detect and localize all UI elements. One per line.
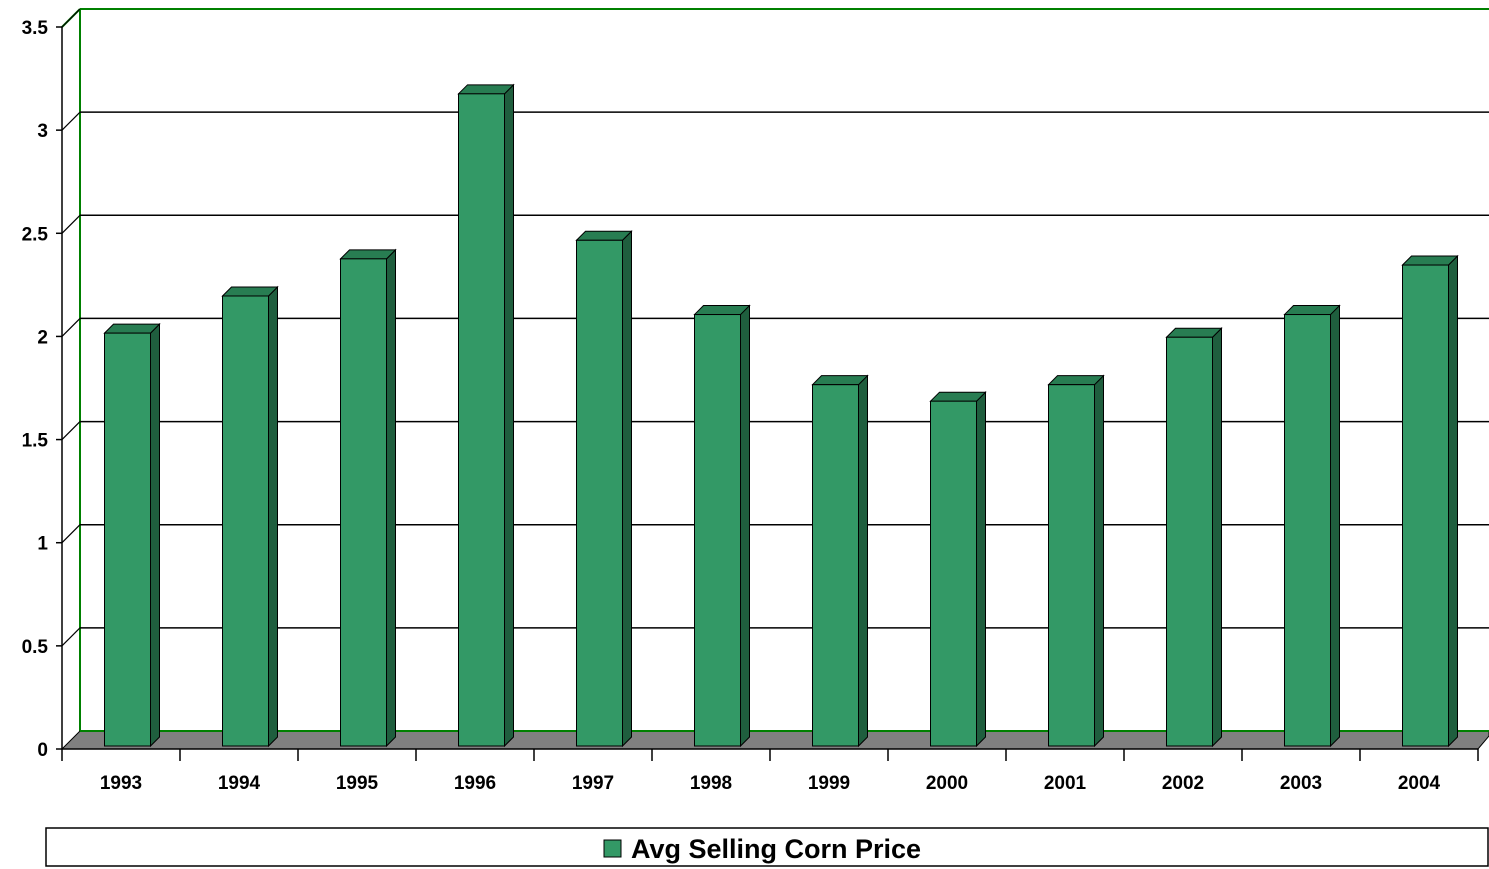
- bar-2001: [1047, 374, 1105, 748]
- bar-top-face: [1283, 305, 1341, 316]
- axes: [56, 26, 1479, 761]
- bar-front-face: [694, 314, 741, 747]
- x-tick-label: 1996: [454, 773, 496, 794]
- bar-top-face: [457, 84, 515, 95]
- bar-top-face: [575, 230, 633, 241]
- bar-front-face: [1284, 314, 1331, 747]
- bar-2000: [929, 390, 987, 748]
- legend-box: [45, 827, 1489, 867]
- bar-2004: [1401, 254, 1459, 748]
- x-tick-label: 1998: [690, 773, 732, 794]
- x-tick-label: 1993: [100, 773, 142, 794]
- bar-1997: [575, 230, 633, 748]
- x-tick-label: 1994: [218, 773, 261, 794]
- bar-side-face: [976, 390, 986, 748]
- bar-side-face: [386, 248, 396, 748]
- side-gridline: [61, 421, 81, 440]
- x-axis-tick-labels: 1993 1994 1995 1996 1997 1998 1999 2000 2001 2002…: [100, 773, 1441, 794]
- bar-front-face: [812, 384, 859, 747]
- bar-side-face: [622, 230, 632, 748]
- bar-top-face: [1401, 255, 1459, 266]
- bar-side-face: [1448, 254, 1458, 748]
- bar-top-face: [1165, 327, 1223, 338]
- y-tick-label: 2.5: [22, 224, 49, 245]
- x-tick-label: 1997: [572, 773, 614, 794]
- bar-side-face: [740, 304, 750, 748]
- x-tick-label: 2004: [1398, 773, 1441, 794]
- legend: Avg Selling Corn Price: [45, 827, 1489, 867]
- bar-front-face: [1402, 264, 1449, 747]
- x-tick-label: 1995: [336, 773, 379, 794]
- bar-1998: [693, 304, 751, 748]
- bar-side-face: [1330, 304, 1340, 748]
- bar-series: [103, 83, 1459, 748]
- x-tick-label: 2002: [1162, 773, 1204, 794]
- bar-2003: [1283, 304, 1341, 748]
- y-tick-label: 0.5: [22, 637, 49, 658]
- bar-side-face: [1094, 374, 1104, 748]
- side-gridline: [61, 318, 81, 337]
- x-tick-label: 1999: [808, 773, 850, 794]
- y-tick-label: 0: [37, 740, 48, 761]
- bar-front-face: [340, 258, 387, 747]
- bar-side-face: [504, 83, 514, 748]
- bar-side-face: [858, 374, 868, 748]
- bar-side-face: [268, 285, 278, 748]
- bar-front-face: [930, 400, 977, 747]
- bar-1995: [339, 248, 397, 748]
- bar-1999: [811, 374, 869, 748]
- x-tick-label: 2001: [1044, 773, 1087, 794]
- bar-1993: [103, 322, 161, 748]
- y-tick-label: 3.5: [22, 18, 49, 39]
- bar-front-face: [458, 93, 505, 747]
- side-gridline: [61, 111, 81, 131]
- bar-top-face: [811, 375, 869, 386]
- bar-1994: [221, 285, 279, 748]
- bar-side-face: [1212, 327, 1222, 748]
- bar-front-face: [1166, 336, 1213, 747]
- y-tick-label: 1: [37, 534, 48, 555]
- bar-front-face: [222, 295, 269, 747]
- bar-front-face: [1048, 384, 1095, 747]
- bar-side-face: [150, 322, 160, 748]
- y-tick-label: 1.5: [22, 431, 49, 452]
- bar-2002: [1165, 327, 1223, 748]
- bar-top-face: [103, 323, 161, 334]
- bar-top-face: [929, 391, 987, 402]
- side-gridline: [61, 627, 81, 647]
- bar-top-face: [1047, 375, 1105, 386]
- side-gridline: [61, 8, 81, 28]
- bar-top-face: [693, 305, 751, 316]
- x-tick-label: 2000: [926, 773, 968, 794]
- bar-front-face: [104, 332, 151, 747]
- y-tick-label: 3: [37, 121, 48, 142]
- y-tick-label: 2: [37, 327, 48, 348]
- legend-label: Avg Selling Corn Price: [631, 834, 921, 864]
- x-tick-label: 2003: [1280, 773, 1322, 794]
- gridlines: [61, 8, 1489, 647]
- bar-front-face: [576, 239, 623, 747]
- side-gridline: [61, 524, 81, 544]
- y-axis-tick-labels: 0 0.5 1 1.5 2 2.5 3 3.5: [22, 18, 49, 761]
- legend-swatch: [603, 839, 622, 858]
- bar-top-face: [221, 286, 279, 297]
- bar-top-face: [339, 249, 397, 260]
- side-gridline: [61, 214, 81, 234]
- bar-1996: [457, 83, 515, 748]
